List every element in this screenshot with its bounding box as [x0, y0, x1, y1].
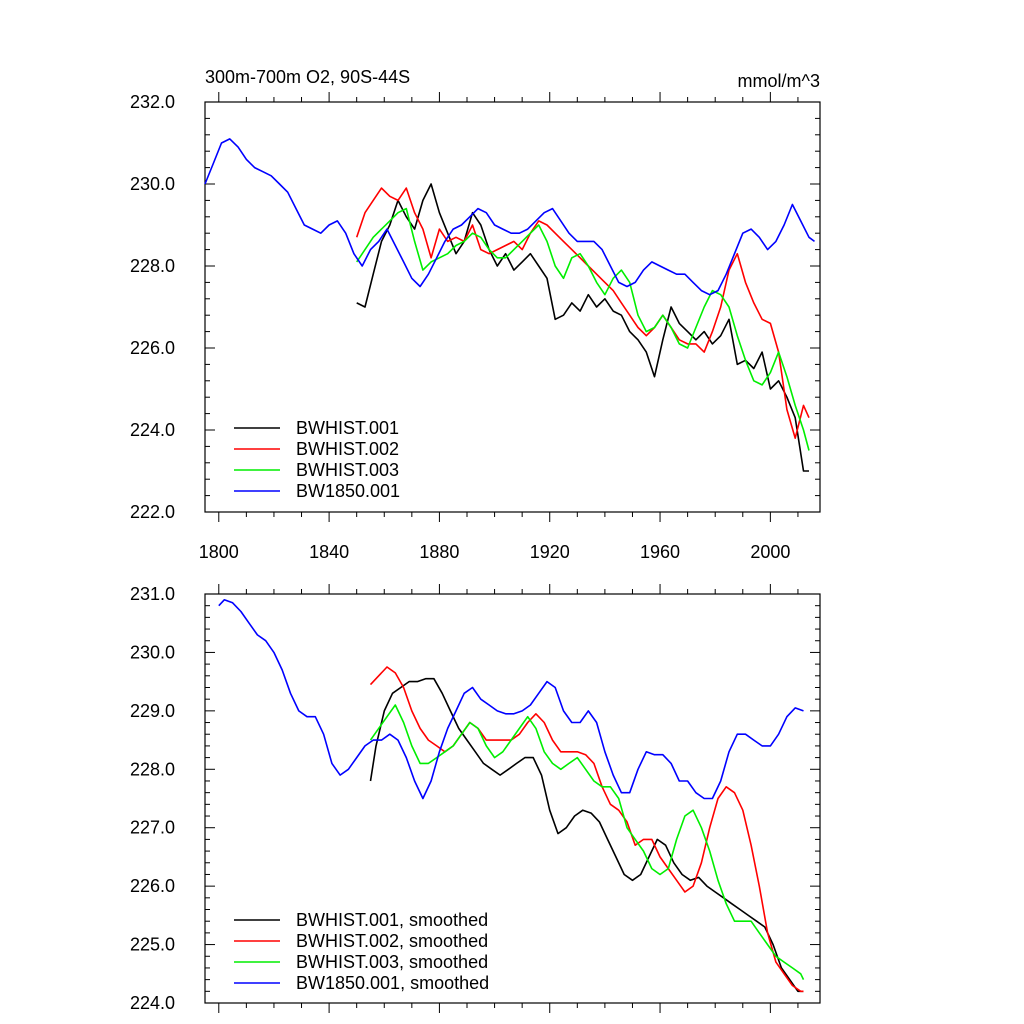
x-tick-label: 2000: [750, 542, 790, 562]
y-tick-label: 228.0: [130, 256, 175, 276]
y-tick-label: 226.0: [130, 876, 175, 896]
legend-label: BW1850.001: [296, 481, 400, 501]
series-line: [355, 187, 810, 440]
x-tick-label: 1920: [530, 542, 570, 562]
series-line: [218, 598, 804, 800]
y-tick-label: 224.0: [130, 993, 175, 1013]
series-line: [356, 207, 810, 451]
y-tick-label: 230.0: [130, 174, 175, 194]
y-tick-label: 228.0: [130, 759, 175, 779]
series-line: [356, 183, 809, 472]
y-tick-label: 229.0: [130, 701, 175, 721]
legend-label: BWHIST.002: [296, 439, 399, 459]
bottom-panel: 224.0 225.0 226.0 227.0 228.0 229.0 230.0 231.0…: [130, 584, 821, 1013]
legend-label: BW1850.001, smoothed: [296, 973, 489, 993]
legend-label: BWHIST.003, smoothed: [296, 952, 488, 972]
y-tick-label: 227.0: [130, 818, 175, 838]
top-panel: 300m-700m O2, 90S-44S mmol/m^3 222.0 224.…: [130, 67, 821, 562]
y-tick-label: 222.0: [130, 502, 175, 522]
y-tick-label: 232.0: [130, 92, 175, 112]
legend-label: BWHIST.003: [296, 460, 399, 480]
x-tick-label: 1880: [419, 542, 459, 562]
legend-label: BWHIST.001, smoothed: [296, 910, 488, 930]
y-tick-label: 230.0: [130, 642, 175, 662]
y-tick-label: 224.0: [130, 420, 175, 440]
series-line: [369, 666, 804, 993]
series-line: [204, 138, 815, 296]
plot-frame: [204, 101, 821, 513]
x-tick-label: 1960: [640, 542, 680, 562]
legend-label: BWHIST.002, smoothed: [296, 931, 488, 951]
top-panel-units: mmol/m^3: [738, 71, 820, 91]
x-tick-label: 1800: [199, 542, 239, 562]
x-tick-label: 1840: [309, 542, 349, 562]
series-line: [369, 704, 805, 980]
series-line: [369, 677, 804, 993]
y-tick-label: 231.0: [130, 584, 175, 604]
y-tick-label: 225.0: [130, 935, 175, 955]
legend-label: BWHIST.001: [296, 418, 399, 438]
top-panel-title: 300m-700m O2, 90S-44S: [205, 67, 410, 87]
plot-frame: [204, 593, 821, 1004]
y-tick-label: 226.0: [130, 338, 175, 358]
